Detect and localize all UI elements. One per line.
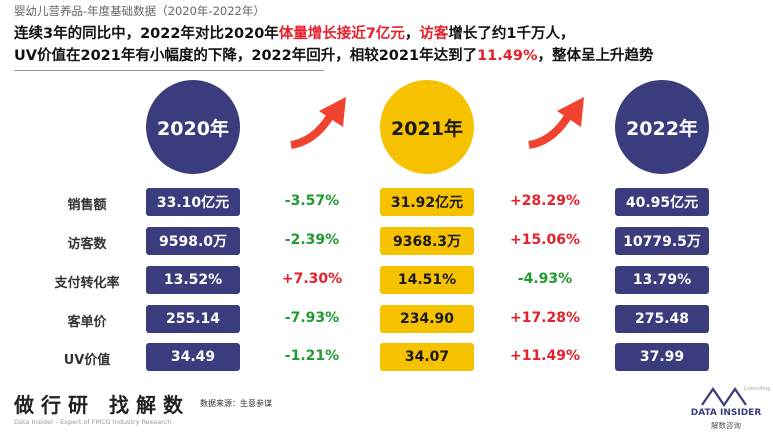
- value-2021-conversion-rate: 14.51%: [380, 266, 474, 294]
- headline-divider: [14, 70, 324, 71]
- value-2021-visitors: 9368.3万: [380, 227, 474, 255]
- change-2021-2022-sales: +28.29%: [509, 193, 581, 209]
- up-right-arrow-icon: [290, 97, 346, 149]
- change-2021-2022-avg-order-value: +17.28%: [509, 310, 581, 326]
- value-2022-visitors: 10779.5万: [615, 227, 709, 255]
- change-2020-2021-visitors: -2.39%: [284, 232, 340, 248]
- metric-label-uv-value: UV价值: [63, 353, 111, 368]
- metric-label-conversion-rate: 支付转化率: [54, 276, 120, 291]
- change-2020-2021-avg-order-value: -7.93%: [284, 310, 340, 326]
- metric-label-visitors: 访客数: [67, 237, 107, 252]
- data-source: 数据来源：生意参谋: [200, 399, 272, 408]
- change-2020-2021-sales: -3.57%: [284, 193, 340, 209]
- value-2020-conversion-rate: 13.52%: [146, 266, 240, 294]
- change-2021-2022-conversion-rate: -4.93%: [517, 271, 573, 287]
- value-2021-avg-order-value: 234.90: [380, 305, 474, 333]
- year-label: 2022年: [626, 117, 698, 140]
- logo-subtext: Consulting: [744, 386, 771, 392]
- headline-highlight: 体量增长接近7亿元: [278, 26, 405, 42]
- year-circle-2021: 2021年: [380, 80, 474, 174]
- headline-line-1: 连续3年的同比中，2022年对比2020年体量增长接近7亿元，访客增长了约1千万…: [14, 22, 575, 43]
- value-2022-uv-value: 37.99: [615, 343, 709, 371]
- logo-name: DATA INSIDER: [690, 408, 762, 418]
- brand-slogan: 做行研 找解数: [14, 393, 190, 417]
- change-2021-2022-uv-value: +11.49%: [509, 348, 581, 364]
- value-2022-sales: 40.95亿元: [615, 188, 709, 216]
- headline-text: ，整体呈上升趋势: [537, 48, 654, 64]
- value-2021-sales: 31.92亿元: [380, 188, 474, 216]
- change-2021-2022-visitors: +15.06%: [509, 232, 581, 248]
- headline-text: 连续3年的同比中，2022年对比2020年: [14, 26, 279, 42]
- headline-text: ，: [404, 26, 420, 42]
- value-2020-sales: 33.10亿元: [146, 188, 240, 216]
- headline-line-2: UV价值在2021年有小幅度的下降，2022年回升，相较2021年达到了11.4…: [14, 44, 653, 65]
- year-label: 2020年: [157, 117, 229, 140]
- value-2020-avg-order-value: 255.14: [146, 305, 240, 333]
- headline-highlight: 访客: [419, 26, 449, 42]
- brand-tagline: Data Insider - Expert of FMCG Industry R…: [14, 418, 172, 426]
- headline-text: 增长了约1千万人，: [448, 26, 575, 42]
- page-subtitle: 婴幼儿营养品-年度基础数据（2020年-2022年）: [14, 4, 265, 18]
- value-2021-uv-value: 34.07: [380, 343, 474, 371]
- headline-text: UV价值在2021年有小幅度的下降，2022年回升，相较2021年达到了: [14, 48, 478, 64]
- headline-highlight: 11.49%: [477, 48, 538, 64]
- value-2020-uv-value: 34.49: [146, 343, 240, 371]
- change-2020-2021-conversion-rate: +7.30%: [281, 271, 343, 287]
- value-2020-visitors: 9598.0万: [146, 227, 240, 255]
- year-circle-2020: 2020年: [146, 80, 240, 174]
- metric-label-sales: 销售额: [67, 198, 107, 213]
- year-circle-2022: 2022年: [615, 80, 709, 174]
- metric-label-avg-order-value: 客单价: [67, 315, 107, 330]
- value-2022-avg-order-value: 275.48: [615, 305, 709, 333]
- logo-chinese-name: 解数咨询: [711, 421, 741, 430]
- value-2022-conversion-rate: 13.79%: [615, 266, 709, 294]
- year-label: 2021年: [391, 117, 463, 140]
- data-insider-logo-icon: [701, 387, 747, 407]
- change-2020-2021-uv-value: -1.21%: [284, 348, 340, 364]
- up-right-arrow-icon: [528, 97, 584, 149]
